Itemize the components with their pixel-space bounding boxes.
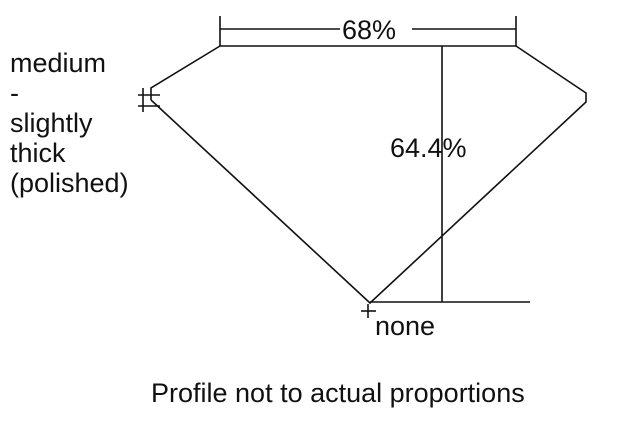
culet-label: none: [375, 311, 436, 341]
caption: Profile not to actual proportions: [151, 378, 525, 408]
girdle-label-line: slightly: [10, 108, 93, 138]
girdle-label: medium - slightly thick (polished): [10, 48, 129, 198]
girdle-label-line: medium: [10, 48, 107, 78]
diamond-outline: [150, 45, 587, 305]
girdle-label-line: thick: [10, 138, 66, 168]
girdle-label-line: -: [10, 78, 19, 108]
table-percentage-label: 68%: [342, 15, 397, 45]
girdle-label-line: (polished): [10, 168, 129, 198]
depth-percentage-label: 64.4%: [390, 133, 467, 163]
